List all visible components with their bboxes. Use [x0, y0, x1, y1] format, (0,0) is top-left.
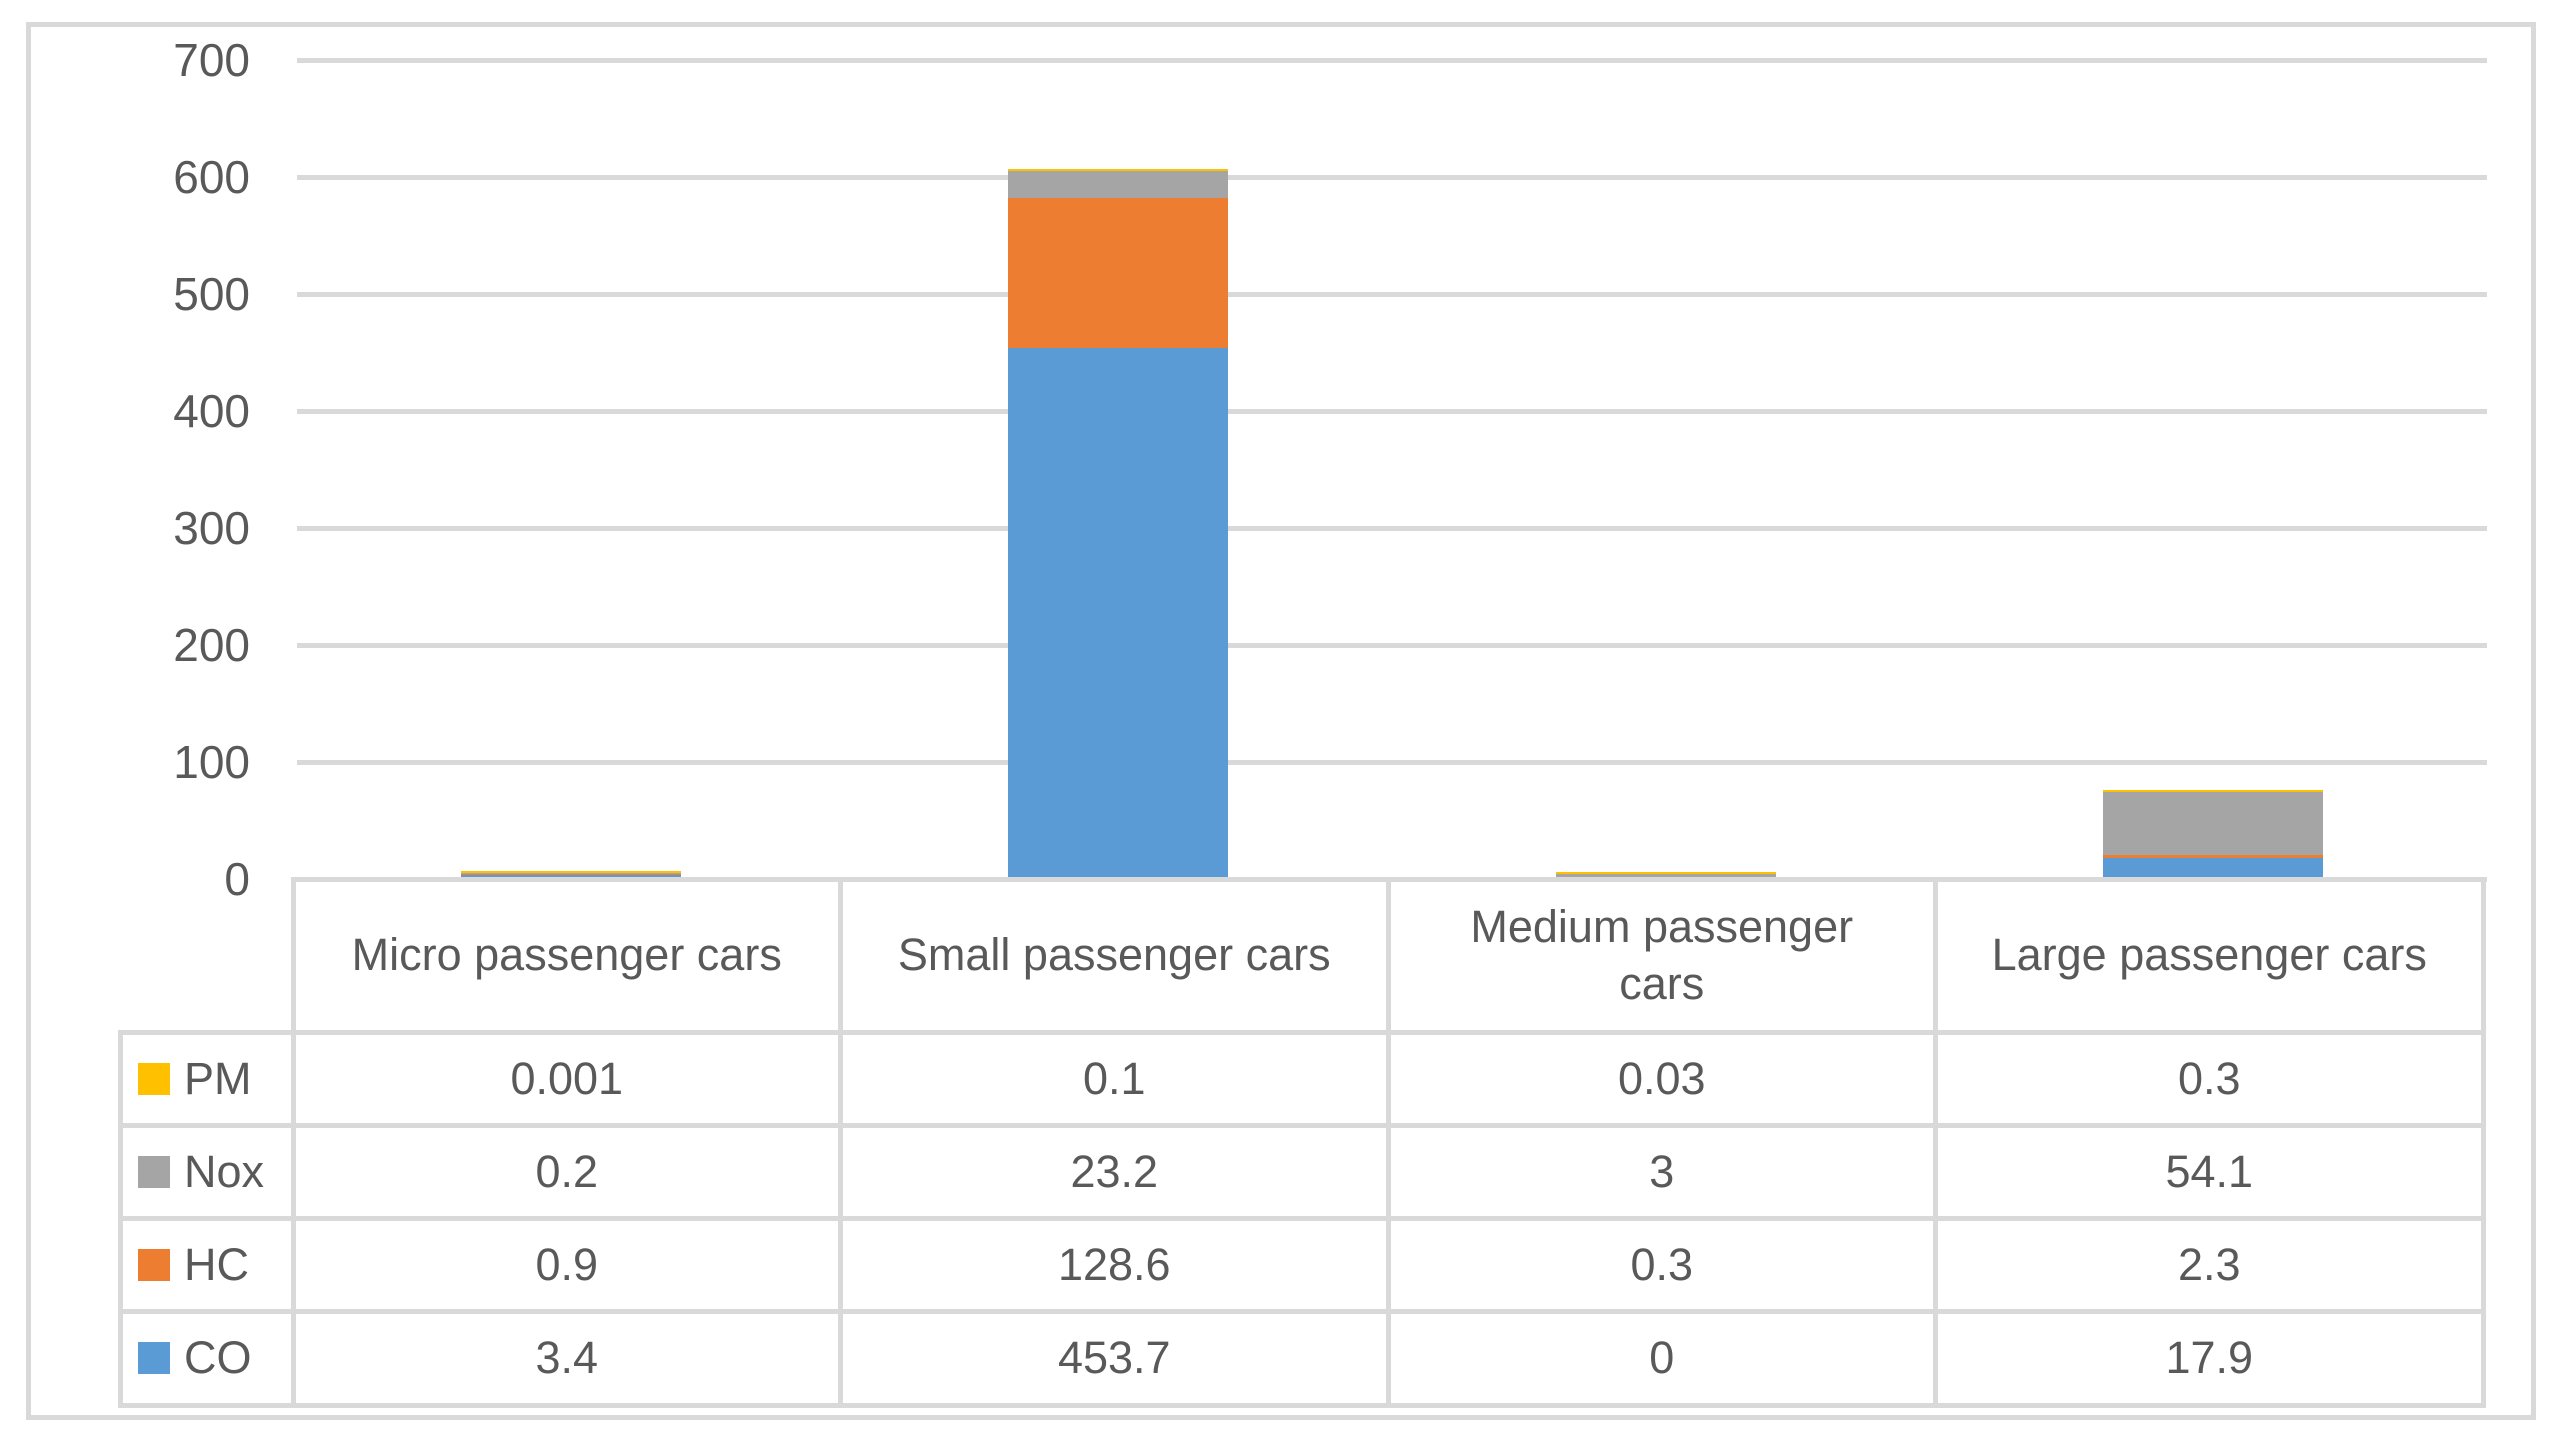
table-value-cell: 0.3	[1630, 1239, 1694, 1291]
gridline	[297, 291, 2487, 297]
y-tick-label: 200	[173, 619, 250, 671]
y-tick-label: 100	[173, 736, 250, 788]
table-border-vertical	[290, 879, 296, 1408]
table-value-cell: 0.1	[1082, 1052, 1146, 1104]
table-value-cell: 0.001	[510, 1052, 624, 1104]
table-border-horizontal	[117, 1216, 2486, 1221]
y-tick-label: 400	[173, 385, 250, 437]
table-value-cell: 0.9	[535, 1239, 599, 1291]
bar-segment-hc	[2103, 855, 2324, 859]
table-value-cell: 128.6	[1057, 1239, 1171, 1291]
legend-cell-hc: HC	[120, 1219, 293, 1312]
legend-cell-co: CO	[120, 1312, 293, 1405]
category-header: Small passenger cars	[897, 929, 1331, 981]
y-tick-label: 0	[224, 853, 250, 905]
gridline	[297, 525, 2487, 531]
gridline	[297, 759, 2487, 765]
table-value-cell: 23.2	[1070, 1145, 1159, 1197]
y-tick-label: 300	[173, 502, 250, 554]
bar-segment-nox	[460, 872, 681, 874]
gridline	[297, 174, 2487, 180]
table-value-cell: 0.03	[1617, 1052, 1706, 1104]
bar-segment-co	[1008, 348, 1229, 879]
bar-segment-nox	[2103, 792, 2324, 856]
chart-frame	[26, 22, 2536, 1420]
legend-label: PM	[184, 1052, 252, 1104]
y-tick-label: 500	[173, 268, 250, 320]
table-value-cell: 2.3	[2177, 1239, 2241, 1291]
bar-segment-hc	[1008, 197, 1229, 349]
table-value-cell: 3.4	[535, 1332, 599, 1384]
category-header: Micro passenger cars	[351, 929, 782, 981]
table-border-horizontal	[117, 1122, 2486, 1128]
legend-swatch-hc-icon	[138, 1249, 170, 1282]
legend-swatch-nox-icon	[138, 1155, 170, 1188]
table-border-vertical	[838, 879, 843, 1408]
table-border-vertical	[1933, 879, 1938, 1408]
legend-swatch-co-icon	[138, 1342, 170, 1375]
bar-segment-nox	[1008, 170, 1229, 198]
table-border-horizontal	[117, 1402, 2486, 1408]
legend-cell-pm: PM	[120, 1032, 293, 1125]
table-value-cell: 17.9	[2165, 1332, 2254, 1384]
table-value-cell: 0.2	[535, 1145, 599, 1197]
table-value-cell: 0	[1649, 1332, 1675, 1384]
legend-label: HC	[184, 1239, 249, 1291]
gridline	[297, 408, 2487, 414]
table-value-cell: 453.7	[1057, 1332, 1171, 1384]
gridline	[297, 642, 2487, 648]
bar-segment-nox	[1555, 874, 1776, 878]
legend-cell-nox: Nox	[120, 1125, 293, 1218]
category-header: Medium passenger cars	[1470, 901, 1854, 1009]
table-value-cell: 3	[1649, 1145, 1675, 1197]
y-tick-label: 700	[173, 34, 250, 86]
bar-segment-pm	[1008, 168, 1229, 171]
table-border-horizontal	[290, 876, 2486, 882]
table-border-vertical	[1385, 879, 1391, 1408]
table-border-horizontal	[117, 1309, 2486, 1315]
legend-swatch-pm-icon	[138, 1062, 170, 1095]
legend-label: CO	[184, 1332, 252, 1384]
bar-segment-co	[2103, 858, 2324, 879]
table-border-horizontal	[117, 1029, 2486, 1035]
category-header: Large passenger cars	[1991, 929, 2427, 981]
legend-label: Nox	[184, 1145, 265, 1197]
bar-segment-hc	[460, 873, 681, 876]
table-border-vertical	[2480, 879, 2486, 1408]
gridline	[297, 57, 2487, 63]
bar-segment-pm	[460, 870, 681, 873]
y-tick-label: 600	[173, 151, 250, 203]
table-value-cell: 54.1	[2165, 1145, 2254, 1197]
bar-segment-pm	[1555, 872, 1776, 875]
table-value-cell: 0.3	[2177, 1052, 2241, 1104]
bar-segment-pm	[2103, 790, 2324, 793]
